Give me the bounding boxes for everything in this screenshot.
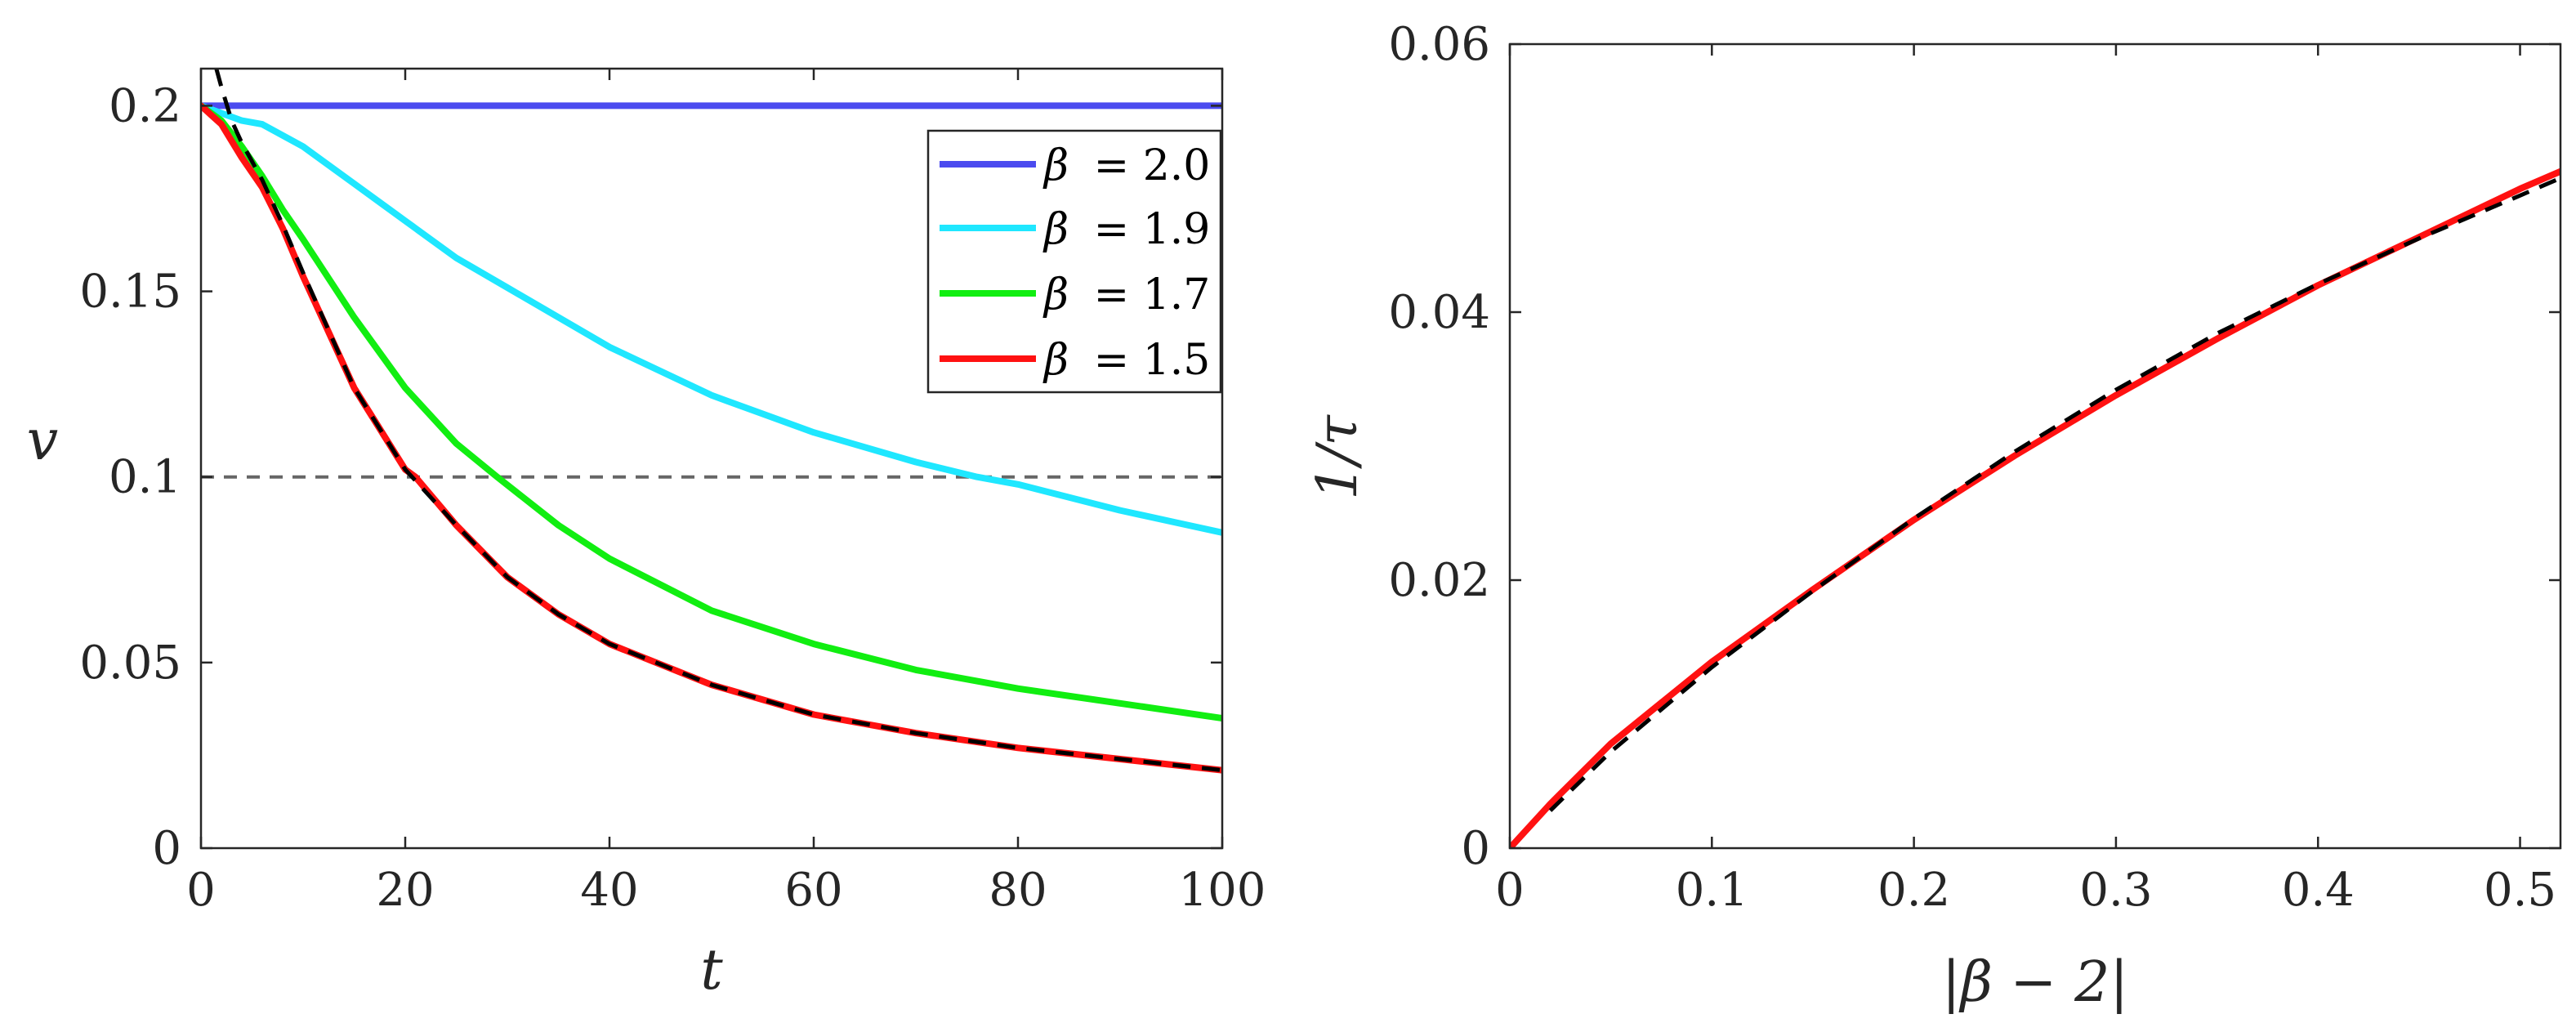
legend-entry-beta-2-0: β = 2.0 — [940, 141, 1210, 190]
legend-box — [926, 129, 1222, 394]
left-tick-layer: 0 20 40 60 80 100 0 0.05 0.1 0.15 0.2 — [79, 69, 1266, 917]
legend-entry-beta-1-5: β = 1.5 — [940, 336, 1210, 385]
left-series-1-9 — [201, 102, 1222, 536]
right-x-tick-label: 0.4 — [2282, 864, 2355, 917]
left-series-1-7 — [201, 102, 1222, 721]
left-y-tick-label: 0.1 — [109, 451, 181, 504]
left-chart: 0 20 40 60 80 100 0 0.05 0.1 0.15 0.2 t v β = 2.0 … — [27, 67, 1266, 1003]
left-x-tick-label: 20 — [376, 864, 434, 917]
right-fit-curve — [1548, 176, 2560, 812]
right-fit-layer — [1548, 176, 2560, 812]
legend-label: β = 1.9 — [1042, 205, 1210, 254]
right-x-tick-label: 0.2 — [1877, 864, 1950, 917]
left-y-tick-label: 0.05 — [79, 637, 181, 690]
left-x-tick-label: 60 — [784, 864, 842, 917]
right-x-tick-label: 0.3 — [2079, 864, 2152, 917]
right-y-tick-label: 0.06 — [1388, 18, 1490, 71]
right-plot-frame — [1508, 42, 2562, 850]
right-y-axis-label: 1/τ — [1306, 414, 1370, 500]
legend-value: = 2.0 — [1094, 141, 1211, 190]
right-x-tick-label: 0.5 — [2484, 864, 2556, 917]
right-tick-layer: 0 0.1 0.2 0.3 0.4 0.5 0 0.02 0.04 0.06 — [1388, 18, 2560, 917]
left-fit-layer — [214, 69, 1222, 773]
left-y-axis-label: v — [27, 409, 58, 473]
left-y-tick-label: 0.15 — [79, 266, 181, 319]
left-x-tick-label: 100 — [1179, 864, 1266, 917]
left-x-tick-label: 40 — [580, 864, 638, 917]
left-fit-curve — [214, 69, 1222, 773]
legend-label: β = 1.5 — [1042, 336, 1210, 385]
right-x-axis-label: |β − 2| — [1942, 950, 2129, 1015]
left-x-axis-label: t — [700, 938, 723, 1003]
right-y-tick-label: 0 — [1461, 822, 1490, 875]
left-plot-frame — [199, 67, 1224, 850]
legend: β = 2.0 β = 1.9 β = 1.7 — [926, 129, 1222, 394]
legend-symbol: β — [1042, 205, 1069, 254]
legend-label: β = 2.0 — [1042, 141, 1210, 190]
right-x-tick-label: 0.1 — [1676, 864, 1748, 917]
legend-symbol: β — [1042, 141, 1069, 190]
legend-label: β = 1.7 — [1042, 270, 1210, 319]
legend-value: = 1.7 — [1094, 270, 1211, 319]
left-x-tick-label: 0 — [186, 864, 216, 917]
legend-entry-beta-1-7: β = 1.7 — [940, 270, 1210, 319]
left-y-tick-label: 0 — [152, 822, 181, 875]
left-y-tick-label: 0.2 — [109, 79, 181, 132]
right-x-tick-label: 0 — [1495, 864, 1525, 917]
left-x-tick-label: 80 — [989, 864, 1047, 917]
legend-value: = 1.5 — [1094, 336, 1211, 385]
right-y-tick-label: 0.02 — [1388, 554, 1490, 607]
right-chart: 0 0.1 0.2 0.3 0.4 0.5 0 0.02 0.04 0.06 |β − 2| 1/… — [1306, 18, 2562, 1015]
legend-entry-beta-1-9: β = 1.9 — [940, 205, 1210, 254]
legend-value: = 1.9 — [1094, 205, 1211, 254]
legend-symbol: β — [1042, 336, 1069, 385]
right-y-tick-label: 0.04 — [1388, 286, 1490, 339]
legend-symbol: β — [1042, 270, 1069, 319]
